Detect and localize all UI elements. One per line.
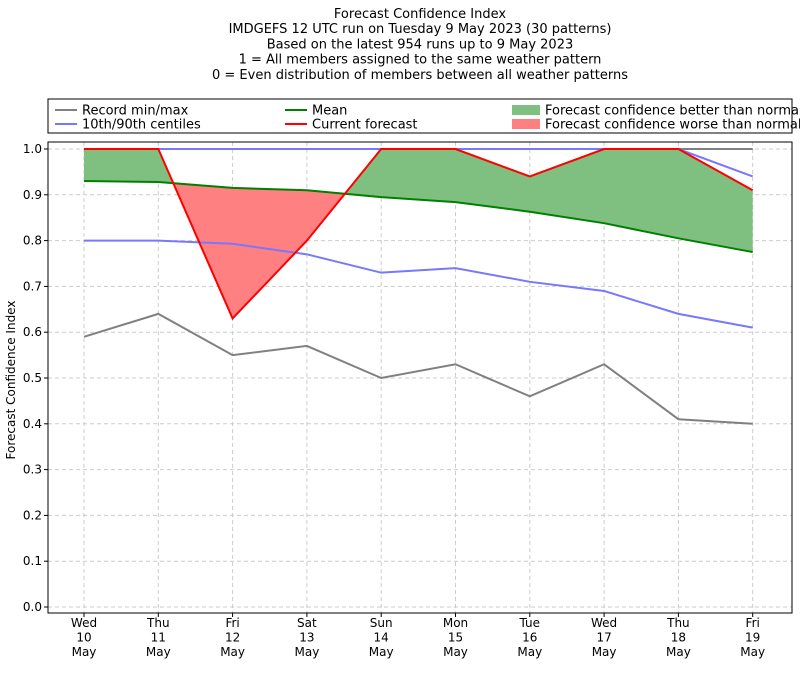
x-tick-label: May — [146, 645, 171, 659]
x-tick-label: Thu — [666, 616, 690, 630]
title-line: IMDGEFS 12 UTC run on Tuesday 9 May 2023… — [229, 22, 612, 37]
x-tick-label: May — [592, 645, 617, 659]
x-tick-label: May — [220, 645, 245, 659]
title-line: 0 = Even distribution of members between… — [212, 68, 628, 83]
fill-better-than-normal — [84, 149, 174, 184]
legend-label: Mean — [312, 104, 347, 119]
legend-frame — [47, 98, 793, 134]
legend-label: Forecast confidence better than normal — [545, 104, 800, 119]
x-tick-label: Wed — [591, 616, 617, 630]
x-tick-label: 11 — [151, 631, 166, 645]
x-tick-label: May — [72, 645, 97, 659]
x-tick-label: May — [517, 645, 542, 659]
x-tick-label: Fri — [225, 616, 239, 630]
series-line-p10 — [84, 239, 753, 329]
title-line: Based on the latest 954 runs up to 9 May… — [267, 37, 573, 52]
x-tick-label: Fri — [746, 616, 760, 630]
y-tick-label: 1.0 — [23, 142, 42, 156]
x-tick-label: Thu — [146, 616, 170, 630]
x-tick-label: 16 — [522, 631, 537, 645]
x-tick-label: Tue — [519, 616, 541, 630]
y-tick-label: 0.5 — [23, 371, 42, 385]
x-tick-label: Wed — [71, 616, 97, 630]
y-tick-label: 0.1 — [23, 554, 42, 568]
y-tick-label: 0.6 — [23, 325, 42, 339]
y-tick-label: 0.9 — [23, 188, 42, 202]
x-tick-label: May — [369, 645, 394, 659]
series-line-mean — [83, 180, 753, 254]
legend-swatch — [512, 105, 540, 115]
title-line: Forecast Confidence Index — [334, 7, 506, 22]
y-tick-label: 0.8 — [23, 234, 42, 248]
fill-worse-than-normal — [173, 183, 345, 319]
x-tick-label: Mon — [443, 616, 468, 630]
y-tick-label: 0.3 — [23, 463, 42, 477]
y-tick-label: 0.7 — [23, 279, 42, 293]
x-tick-label: May — [666, 645, 691, 659]
x-tick-label: 15 — [448, 631, 463, 645]
x-tick-label: 14 — [374, 631, 389, 645]
title-line: 1 = All members assigned to the same wea… — [239, 53, 602, 68]
series-line-current — [84, 148, 754, 321]
x-tick-label: May — [740, 645, 765, 659]
series-line-record_min — [83, 312, 753, 425]
series-lines — [83, 148, 754, 425]
chart-legend: Record min/max Mean Forecast confidence be… — [47, 98, 800, 134]
legend-label: Forecast confidence worse than normal — [545, 118, 800, 133]
chart-axes: 0.00.10.20.30.40.50.60.70.80.91.0Wed10Ma… — [23, 141, 793, 659]
x-tick-label: 18 — [671, 631, 686, 645]
legend-label: Current forecast — [312, 118, 418, 133]
fill-better-than-normal — [344, 149, 753, 253]
legend-swatch — [512, 119, 540, 129]
y-axis-label: Forecast Confidence Index — [4, 301, 18, 460]
legend-label: 10th/90th centiles — [82, 118, 201, 133]
y-tick-label: 0.2 — [23, 508, 42, 522]
x-tick-label: 19 — [745, 631, 760, 645]
y-tick-label: 0.4 — [23, 417, 42, 431]
x-tick-label: May — [443, 645, 468, 659]
x-tick-label: 12 — [225, 631, 240, 645]
legend-label: Record min/max — [82, 104, 189, 119]
x-tick-label: May — [294, 645, 319, 659]
x-tick-label: Sat — [297, 616, 317, 630]
confidence-fills — [84, 149, 753, 319]
x-tick-label: 13 — [299, 631, 314, 645]
x-tick-label: 10 — [76, 631, 91, 645]
x-tick-label: Sun — [370, 616, 393, 630]
x-tick-label: 17 — [596, 631, 611, 645]
y-tick-label: 0.0 — [23, 600, 42, 614]
